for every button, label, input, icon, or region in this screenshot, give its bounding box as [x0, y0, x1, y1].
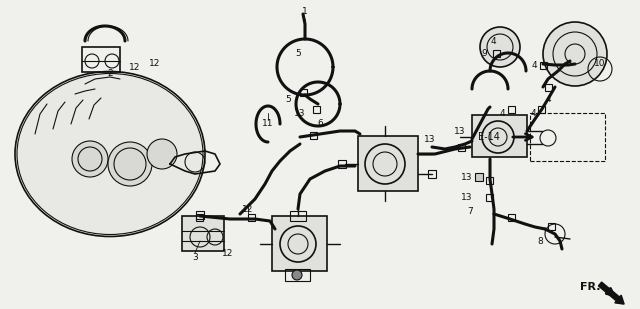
- Text: 2: 2: [107, 70, 113, 78]
- Text: 10: 10: [595, 60, 605, 69]
- Bar: [508, 214, 515, 221]
- Text: 13: 13: [294, 109, 306, 118]
- Text: 1: 1: [302, 6, 308, 15]
- Bar: [428, 170, 436, 178]
- Text: 4: 4: [499, 108, 505, 117]
- Text: 12: 12: [243, 205, 253, 214]
- Text: 4: 4: [490, 36, 496, 45]
- Circle shape: [543, 22, 607, 86]
- Bar: [530, 113, 605, 161]
- Ellipse shape: [15, 71, 205, 236]
- Bar: [272, 216, 327, 271]
- Circle shape: [292, 270, 302, 280]
- Bar: [538, 106, 545, 113]
- Bar: [545, 84, 552, 91]
- Text: 6: 6: [317, 120, 323, 129]
- Bar: [196, 214, 203, 221]
- Text: 13: 13: [461, 172, 473, 181]
- Bar: [548, 223, 555, 230]
- Bar: [358, 136, 418, 191]
- Text: 5: 5: [285, 95, 291, 104]
- Text: 9: 9: [481, 49, 487, 57]
- Text: 7: 7: [467, 206, 473, 215]
- Text: 8: 8: [537, 236, 543, 245]
- Circle shape: [480, 27, 520, 67]
- Text: 4: 4: [545, 95, 551, 104]
- Bar: [540, 62, 547, 69]
- Bar: [475, 173, 483, 181]
- Bar: [300, 89, 307, 96]
- Text: 4: 4: [531, 61, 537, 70]
- Circle shape: [108, 142, 152, 186]
- Text: E-14: E-14: [478, 132, 500, 142]
- Bar: [196, 211, 204, 219]
- Bar: [285, 269, 310, 281]
- Text: 13: 13: [461, 193, 473, 201]
- Bar: [248, 214, 255, 221]
- Bar: [486, 194, 493, 201]
- Bar: [458, 144, 465, 151]
- Bar: [493, 50, 500, 57]
- Circle shape: [72, 141, 108, 177]
- Bar: [82, 47, 120, 72]
- Text: 5: 5: [295, 49, 301, 57]
- Text: 13: 13: [424, 134, 436, 143]
- Bar: [310, 132, 317, 139]
- Bar: [290, 211, 306, 221]
- Text: 12: 12: [129, 62, 141, 71]
- Text: 3: 3: [192, 252, 198, 261]
- Bar: [313, 106, 320, 113]
- Bar: [508, 106, 515, 113]
- Text: 13: 13: [454, 126, 466, 136]
- Text: 4: 4: [530, 108, 536, 117]
- FancyArrow shape: [598, 282, 624, 304]
- Bar: [472, 115, 527, 157]
- Circle shape: [147, 139, 177, 169]
- Bar: [486, 177, 493, 184]
- Text: FR.: FR.: [580, 282, 600, 292]
- Text: 12: 12: [222, 249, 234, 259]
- Text: 11: 11: [262, 120, 274, 129]
- Bar: [182, 216, 224, 251]
- Text: 12: 12: [149, 60, 161, 69]
- Bar: [338, 160, 346, 168]
